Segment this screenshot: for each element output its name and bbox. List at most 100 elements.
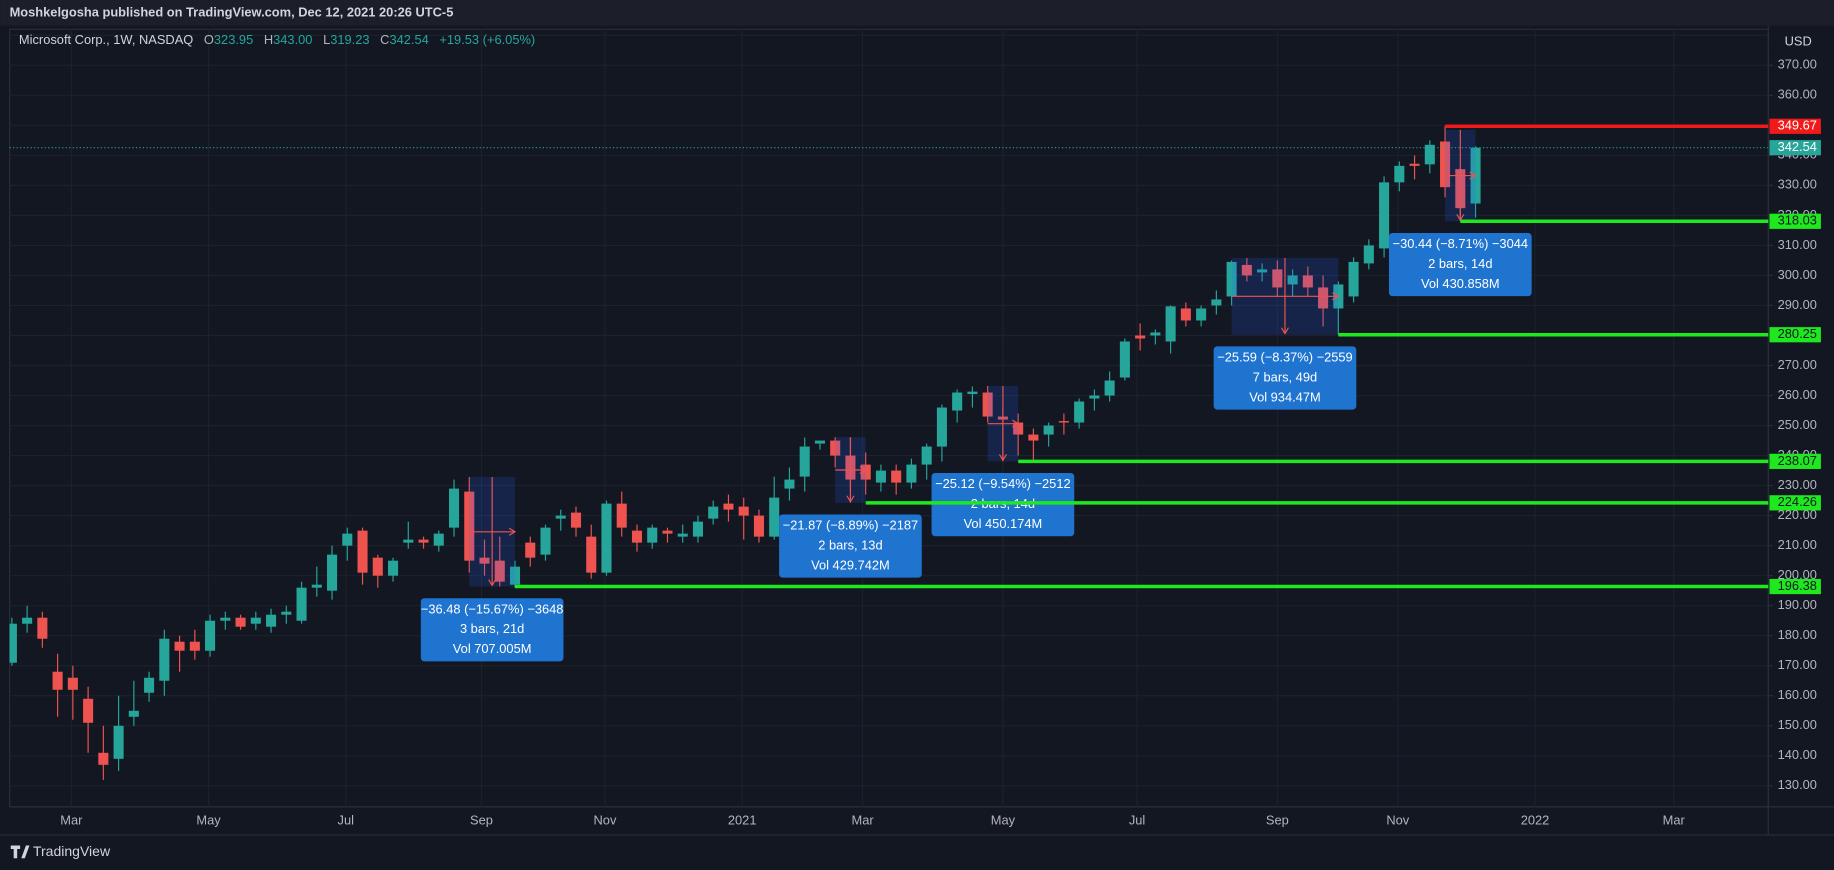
- plot: [9, 126, 1769, 780]
- level-label: 318.03: [1778, 213, 1817, 228]
- candle-body: [1409, 163, 1420, 166]
- legend-value: 342.54: [389, 32, 428, 47]
- y-tick-label: 200.00: [1778, 567, 1817, 582]
- candle-body: [1241, 264, 1252, 276]
- measure-arrowhead: [1469, 171, 1477, 180]
- y-tick-label: 360.00: [1778, 87, 1817, 102]
- candle-body: [448, 488, 460, 528]
- candle-body: [37, 617, 48, 639]
- candle-body: [1424, 144, 1435, 165]
- candle-body: [1226, 261, 1237, 297]
- candle-body: [403, 539, 414, 543]
- level-label: 349.67: [1778, 118, 1817, 133]
- measure-arrowhead: [488, 579, 497, 587]
- candle-body: [570, 512, 582, 528]
- legend-symbol: Microsoft Corp., 1W, NASDAQ: [19, 32, 193, 47]
- x-tick-label: Nov: [1386, 812, 1409, 827]
- candle-body: [769, 497, 780, 537]
- candle-body: [891, 470, 902, 483]
- candle-body: [205, 620, 216, 651]
- y-tick-label: 250.00: [1778, 417, 1817, 432]
- measure-label: −21.87 (−8.89%) −2187: [783, 518, 919, 533]
- x-tick-label: Mar: [852, 812, 875, 827]
- candle-body: [1257, 269, 1268, 273]
- candle-body: [1043, 425, 1054, 435]
- footer-logo: TradingView: [10, 843, 111, 859]
- candle-body: [52, 671, 63, 690]
- candle-body: [1440, 141, 1451, 188]
- candle-body: [723, 503, 734, 510]
- x-tick-label: Sep: [470, 812, 493, 827]
- last-price-box: [1769, 140, 1821, 156]
- y-tick-label: 300.00: [1778, 267, 1817, 282]
- measure-label: −25.59 (−8.37%) −2559: [1217, 350, 1353, 365]
- measure-label: Vol 707.005M: [453, 641, 532, 656]
- y-tick-label: 150.00: [1778, 717, 1817, 732]
- candle-body: [814, 440, 825, 444]
- level-box: [1769, 118, 1821, 134]
- candle-body: [128, 710, 139, 717]
- candle-body: [235, 617, 246, 627]
- candle-body: [540, 527, 551, 555]
- candle-body: [967, 391, 978, 395]
- candle-body: [875, 470, 886, 483]
- candle-body: [830, 440, 841, 456]
- candle-body: [525, 542, 536, 558]
- candle-body: [174, 641, 185, 651]
- candle-body: [1028, 434, 1039, 441]
- measure-arrowhead: [1012, 419, 1020, 428]
- candle-body: [647, 527, 658, 543]
- candle-body: [494, 560, 505, 582]
- y-tick-label: 330.00: [1778, 177, 1817, 192]
- candle-body: [433, 533, 444, 546]
- legend-key: O: [204, 32, 214, 47]
- y-tick-label: 170.00: [1778, 657, 1817, 672]
- candle-body: [1165, 306, 1176, 342]
- y-tick-label: 270.00: [1778, 357, 1817, 372]
- candle-body: [1180, 308, 1191, 321]
- measure-arrowhead: [859, 465, 867, 475]
- candle-body: [113, 725, 124, 759]
- candle-body: [189, 641, 200, 651]
- measure-label: 7 bars, 49d: [1253, 369, 1317, 384]
- candle-body: [784, 479, 795, 489]
- measure-label: Vol 934.47M: [1249, 389, 1321, 404]
- measure-label: 3 bars, 21d: [460, 621, 524, 636]
- candle-body: [586, 536, 597, 573]
- candle-body: [281, 611, 292, 615]
- candle-body: [708, 506, 719, 519]
- candle-body: [464, 491, 475, 561]
- candle-body: [1119, 341, 1130, 378]
- candle-body: [662, 530, 673, 534]
- publisher: Moshkelgosha published on TradingView.co…: [10, 4, 454, 19]
- candle-body: [692, 521, 704, 537]
- x-tick-label: Mar: [1663, 812, 1686, 827]
- candle-body: [1272, 269, 1283, 288]
- x-tick-label: May: [196, 812, 221, 827]
- y-tick-label: 220.00: [1778, 507, 1817, 522]
- legend-value: 323.95: [214, 32, 253, 47]
- candle-body: [357, 530, 368, 573]
- candle-body: [83, 698, 94, 723]
- currency-bg: [1769, 28, 1833, 52]
- candle-body: [1089, 395, 1100, 399]
- measure-label: 2 bars, 13d: [818, 537, 882, 552]
- x-tick-label: Mar: [60, 812, 83, 827]
- candle-body: [631, 530, 643, 543]
- y-tick-label: 190.00: [1778, 597, 1817, 612]
- candle-body: [1013, 422, 1024, 435]
- x-tick-label: Sep: [1266, 812, 1289, 827]
- y-tick-label: 210.00: [1778, 537, 1817, 552]
- y-tick-label: 140.00: [1778, 747, 1817, 762]
- measure-label: 2 bars, 14d: [1428, 256, 1492, 271]
- candle-body: [1135, 335, 1146, 339]
- legend-key: L: [323, 32, 330, 47]
- candle-body: [1058, 421, 1069, 423]
- candle-body: [1287, 275, 1298, 285]
- measure-label: −36.48 (−15.67%) −3648: [421, 601, 564, 616]
- y-tick-label: 290.00: [1778, 297, 1817, 312]
- candle-body: [1379, 182, 1390, 249]
